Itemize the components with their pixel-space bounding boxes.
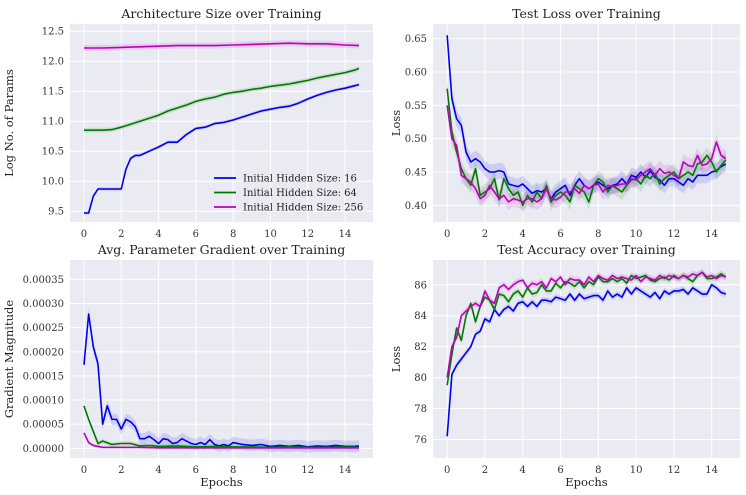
x-tick-label: 10 [264, 465, 277, 476]
x-tick-label: 4 [520, 465, 526, 476]
x-tick-label: 0 [81, 229, 87, 240]
x-tick-label: 8 [230, 229, 236, 240]
plot-area [433, 24, 740, 222]
chart-panel-3: 0 2 4 6 8 10 12 14 0.00000 0.00005 0.00010 0.00015 0… [2, 242, 373, 489]
chart-title: Avg. Parameter Gradient over Training [97, 242, 346, 257]
chart-panel-1: 0 2 4 6 8 10 12 14 9.5 10.0 10.5 11.0 11.5 12.0 12.5 Ar… [2, 6, 373, 240]
x-tick-label: 12 [301, 465, 314, 476]
y-axis-label: Loss [389, 110, 403, 136]
series-band-2 [83, 66, 360, 133]
chart-title: Architecture Size over Training [120, 6, 321, 21]
x-axis-label: Epochs [565, 475, 608, 489]
chart-panel-4: 0 2 4 6 8 10 12 14 76 78 80 82 84 86 Test Accuracy ove… [389, 242, 740, 489]
x-tick-label: 8 [230, 465, 236, 476]
y-tick-label: 84 [414, 311, 427, 322]
x-tick-label: 10 [630, 229, 643, 240]
legend-label: Initial Hidden Size: 256 [243, 203, 363, 214]
y-tick-label: 12.5 [42, 27, 64, 38]
y-tick-label: 0.60 [405, 68, 427, 79]
y-tick-label: 0.45 [405, 168, 427, 179]
y-tick-label: 0.00035 [23, 275, 64, 286]
y-tick-label: 82 [414, 342, 427, 353]
series-line-3 [83, 42, 360, 49]
x-tick-label: 6 [557, 229, 563, 240]
y-tick-label: 12.0 [42, 57, 64, 68]
series-group [83, 308, 360, 453]
y-tick-label: 86 [414, 280, 427, 291]
chart-panel-2: 0 2 4 6 8 10 12 14 0.40 0.45 0.50 0.55 0.60 0.65 Test … [389, 6, 740, 240]
x-tick-label: 4 [155, 229, 161, 240]
y-tick-label: 76 [414, 435, 427, 446]
y-tick-label: 0.00020 [23, 347, 64, 358]
x-tick-label: 4 [155, 465, 161, 476]
x-tick-label: 14 [339, 465, 352, 476]
y-tick-label: 0.00000 [23, 444, 64, 455]
series-band-2 [447, 80, 726, 214]
y-tick-label: 0.55 [405, 101, 427, 112]
series-line-1 [446, 283, 727, 437]
x-tick-label: 6 [193, 465, 199, 476]
x-tick-label: 2 [118, 229, 124, 240]
x-tick-label: 0 [444, 465, 450, 476]
series-line-1 [83, 313, 360, 448]
x-tick-label: 14 [339, 229, 352, 240]
series-line-3 [83, 432, 360, 449]
y-tick-label: 0.00005 [23, 420, 64, 431]
x-axis-label: Epochs [200, 475, 243, 489]
y-tick-label: 11.5 [42, 87, 64, 98]
y-tick-label: 11.0 [42, 117, 64, 128]
x-tick-label: 10 [630, 465, 643, 476]
gridlines [70, 24, 373, 222]
legend-label: Initial Hidden Size: 16 [243, 174, 357, 185]
x-tick-label: 12 [301, 229, 314, 240]
y-tick-label: 0.00030 [23, 299, 64, 310]
y-tick-label: 78 [414, 404, 427, 415]
gridlines [433, 260, 740, 458]
series-group [446, 27, 727, 214]
y-tick-label: 0.00015 [23, 371, 64, 382]
series-line-3 [446, 105, 727, 203]
legend-label: Initial Hidden Size: 64 [243, 188, 357, 199]
x-tick-label: 12 [668, 465, 681, 476]
y-axis-label: Gradient Magnitude [2, 300, 16, 419]
y-tick-label: 80 [414, 373, 427, 384]
series-line-1 [83, 83, 360, 214]
legend: Initial Hidden Size: 16 Initial Hidden Si… [214, 174, 363, 214]
x-tick-label: 2 [482, 229, 488, 240]
x-tick-label: 6 [557, 465, 563, 476]
x-tick-label: 2 [118, 465, 124, 476]
x-tick-label: 2 [482, 465, 488, 476]
x-tick-label: 4 [520, 229, 526, 240]
y-tick-label: 0.00025 [23, 323, 64, 334]
x-tick-label: 12 [668, 229, 681, 240]
x-tick-label: 14 [705, 465, 718, 476]
plot-area [70, 260, 373, 458]
y-tick-label: 0.00010 [23, 396, 64, 407]
y-tick-label: 0.50 [405, 134, 427, 145]
y-tick-label: 10.0 [42, 177, 64, 188]
x-tick-label: 8 [595, 465, 601, 476]
series-line-3 [446, 271, 727, 378]
chart-title: Test Accuracy over Training [497, 242, 676, 257]
y-tick-label: 9.5 [48, 207, 64, 218]
x-tick-label: 8 [595, 229, 601, 240]
series-line-2 [83, 67, 360, 131]
y-tick-label: 0.65 [405, 34, 427, 45]
series-group [446, 268, 727, 440]
y-tick-label: 0.40 [405, 201, 427, 212]
x-tick-label: 14 [705, 229, 718, 240]
y-axis-label: Loss [389, 346, 403, 372]
y-axis-label: Log No. of Params [2, 69, 16, 177]
x-tick-label: 6 [193, 229, 199, 240]
x-tick-label: 0 [444, 229, 450, 240]
x-tick-label: 10 [264, 229, 277, 240]
series-group [83, 40, 360, 215]
y-tick-label: 10.5 [42, 147, 64, 158]
x-tick-label: 0 [81, 465, 87, 476]
chart-title: Test Loss over Training [512, 6, 661, 21]
